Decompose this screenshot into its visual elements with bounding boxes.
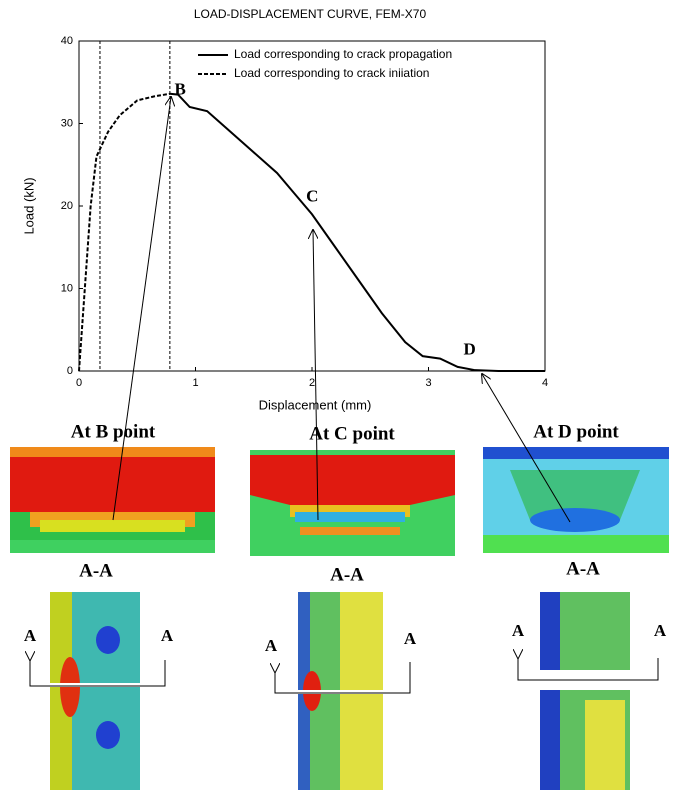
x-tick-label: 4	[542, 377, 548, 389]
cut-label: A	[265, 636, 278, 655]
specimen-c	[298, 592, 383, 790]
x-tick-label: 0	[76, 377, 82, 389]
specimen-b	[50, 592, 140, 790]
series-line	[79, 94, 170, 371]
fem-c	[250, 450, 455, 556]
y-tick-label: 20	[61, 200, 73, 212]
series-line	[170, 94, 545, 371]
legend-label: Load corresponding to crack iniiation	[234, 66, 429, 80]
y-tick-label: 30	[61, 117, 73, 129]
x-tick-label: 2	[309, 377, 315, 389]
panel-title: At B point	[71, 421, 156, 442]
legend-label: Load corresponding to crack propagation	[234, 47, 452, 61]
panel-title: At C point	[309, 423, 395, 444]
section-label: A-A	[566, 558, 600, 579]
fem-b	[10, 447, 215, 553]
y-tick-label: 40	[61, 35, 73, 47]
section-label: A-A	[330, 564, 364, 585]
fem-d	[483, 447, 669, 553]
specimen-d	[540, 592, 630, 790]
x-tick-label: 1	[192, 377, 198, 389]
chart-title: LOAD-DISPLACEMENT CURVE, FEM-X70	[194, 7, 427, 21]
cut-label: A	[512, 621, 525, 640]
y-tick-label: 10	[61, 282, 73, 294]
section-label: A-A	[79, 560, 113, 581]
cut-label: A	[161, 626, 174, 645]
point-label: D	[463, 339, 475, 358]
cut-label: A	[404, 629, 417, 648]
y-axis-label: Load (kN)	[21, 177, 36, 234]
cut-label: A	[24, 626, 37, 645]
x-axis-label: Displacement (mm)	[259, 397, 372, 412]
y-tick-label: 0	[67, 365, 73, 377]
figure: LOAD-DISPLACEMENT CURVE, FEM-X70 Displac…	[0, 0, 674, 793]
panel-title: At D point	[533, 421, 619, 442]
plot-frame	[79, 41, 545, 371]
point-label: C	[306, 187, 318, 206]
point-label: B	[175, 79, 186, 98]
cut-label: A	[654, 621, 667, 640]
x-tick-label: 3	[425, 377, 431, 389]
